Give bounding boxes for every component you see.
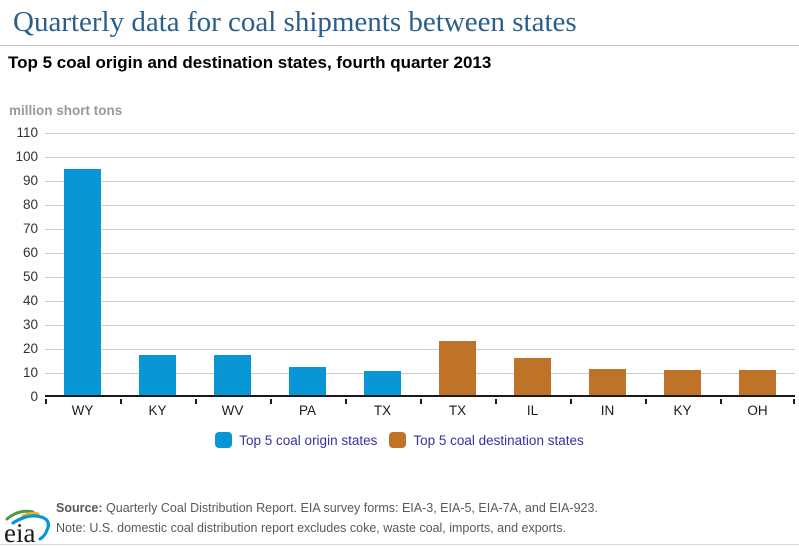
x-tick-8 (645, 399, 647, 404)
x-tick-9 (720, 399, 722, 404)
x-tick-1 (120, 399, 122, 404)
bar-oh-9 (739, 370, 776, 395)
eia-logo-green-arc (5, 509, 35, 521)
eia-logo-text: eia (4, 518, 35, 547)
x-label-wv-2: WV (221, 403, 244, 418)
bar-wv-2 (214, 355, 251, 395)
x-tick-3 (270, 399, 272, 404)
y-tick-label-30: 30 (22, 317, 38, 332)
footer: eia Source: Quarterly Coal Distribution … (0, 496, 799, 549)
x-label-oh-9: OH (747, 403, 768, 418)
bar-tx-5 (439, 340, 476, 395)
x-tick-6 (495, 399, 497, 404)
y-tick-label-100: 100 (15, 149, 38, 164)
bottom-divider (0, 544, 799, 545)
bar-tx-4 (364, 370, 401, 395)
x-axis-labels: WY KY WV PA TX TX IL IN KY OH (45, 403, 795, 419)
source-text: Quarterly Coal Distribution Report. EIA … (106, 501, 598, 515)
gridline-80 (45, 205, 795, 206)
y-axis-units-label: million short tons (9, 103, 123, 118)
source-line: Source: Quarterly Coal Distribution Repo… (56, 499, 598, 519)
gridline-50 (45, 277, 795, 278)
gridline-20 (45, 349, 795, 350)
y-tick-label-70: 70 (22, 221, 38, 236)
legend-item-0: Top 5 coal origin states (215, 432, 377, 448)
x-label-ky-1: KY (148, 403, 167, 418)
legend-swatch-0 (215, 432, 233, 448)
eia-logo: eia (4, 509, 51, 547)
gridline-60 (45, 253, 795, 254)
legend-label-0: Top 5 coal origin states (239, 432, 378, 448)
bar-ky-1 (139, 355, 176, 395)
x-tick-5 (420, 399, 422, 404)
legend-swatch-1 (389, 432, 407, 448)
y-tick-label-40: 40 (22, 293, 38, 308)
x-tick-7 (570, 399, 572, 404)
page-title: Quarterly data for coal shipments betwee… (13, 6, 577, 38)
title-divider (0, 45, 799, 46)
y-tick-label-50: 50 (22, 269, 38, 284)
gridline-70 (45, 229, 795, 230)
y-tick-label-80: 80 (22, 197, 38, 212)
eia-logo-blue-swoosh (11, 514, 51, 541)
y-tick-label-90: 90 (22, 173, 38, 188)
x-label-ky-8: KY (673, 403, 692, 418)
gridline-90 (45, 181, 795, 182)
plot-area (45, 133, 795, 397)
y-tick-label-0: 0 (30, 389, 38, 404)
gridline-110 (45, 133, 795, 134)
chart-subtitle: Top 5 coal origin and destination states… (8, 53, 492, 72)
bar-in-7 (589, 368, 626, 395)
x-tick-4 (345, 399, 347, 404)
y-tick-label-60: 60 (22, 245, 38, 260)
x-label-tx-5: TX (448, 403, 467, 418)
x-tick-10 (793, 399, 795, 404)
x-tick-0 (45, 399, 47, 404)
x-label-in-7: IN (600, 403, 615, 418)
x-label-wy-0: WY (71, 403, 94, 418)
y-axis-tick-labels: 0 10 20 30 40 50 60 70 80 90 100 110 (0, 125, 38, 404)
eia-logo-yellow-arc (21, 511, 40, 518)
source-label: Source: (56, 501, 103, 515)
y-tick-label-110: 110 (16, 125, 38, 140)
footer-text: Source: Quarterly Coal Distribution Repo… (56, 499, 598, 538)
bar-pa-3 (289, 367, 326, 395)
bar-wy-0 (64, 169, 101, 395)
x-label-pa-3: PA (298, 403, 316, 418)
note-line: Note: U.S. domestic coal distribution re… (56, 520, 566, 535)
y-tick-label-20: 20 (22, 341, 38, 356)
gridline-100 (45, 157, 795, 158)
gridline-30 (45, 325, 795, 326)
legend-item-1: Top 5 coal destination states (389, 432, 584, 448)
gridline-10 (45, 373, 795, 374)
bar-il-6 (514, 357, 551, 395)
x-label-il-6: IL (526, 403, 539, 418)
gridline-40 (45, 301, 795, 302)
chart-legend: Top 5 coal origin states Top 5 coal desti… (0, 432, 799, 448)
legend-label-1: Top 5 coal destination states (413, 432, 584, 448)
bar-ky-8 (664, 370, 701, 395)
x-tick-2 (195, 399, 197, 404)
y-tick-label-10: 10 (22, 365, 38, 380)
x-label-tx-4: TX (373, 403, 392, 418)
